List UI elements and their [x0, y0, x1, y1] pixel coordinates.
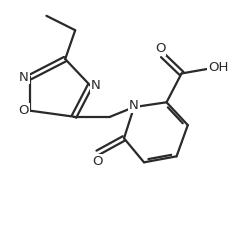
Text: O: O — [92, 155, 103, 168]
Text: O: O — [19, 104, 29, 117]
Text: N: N — [19, 70, 29, 84]
Text: N: N — [129, 99, 138, 112]
Text: OH: OH — [208, 61, 228, 74]
Text: O: O — [154, 42, 165, 55]
Text: N: N — [90, 79, 100, 92]
